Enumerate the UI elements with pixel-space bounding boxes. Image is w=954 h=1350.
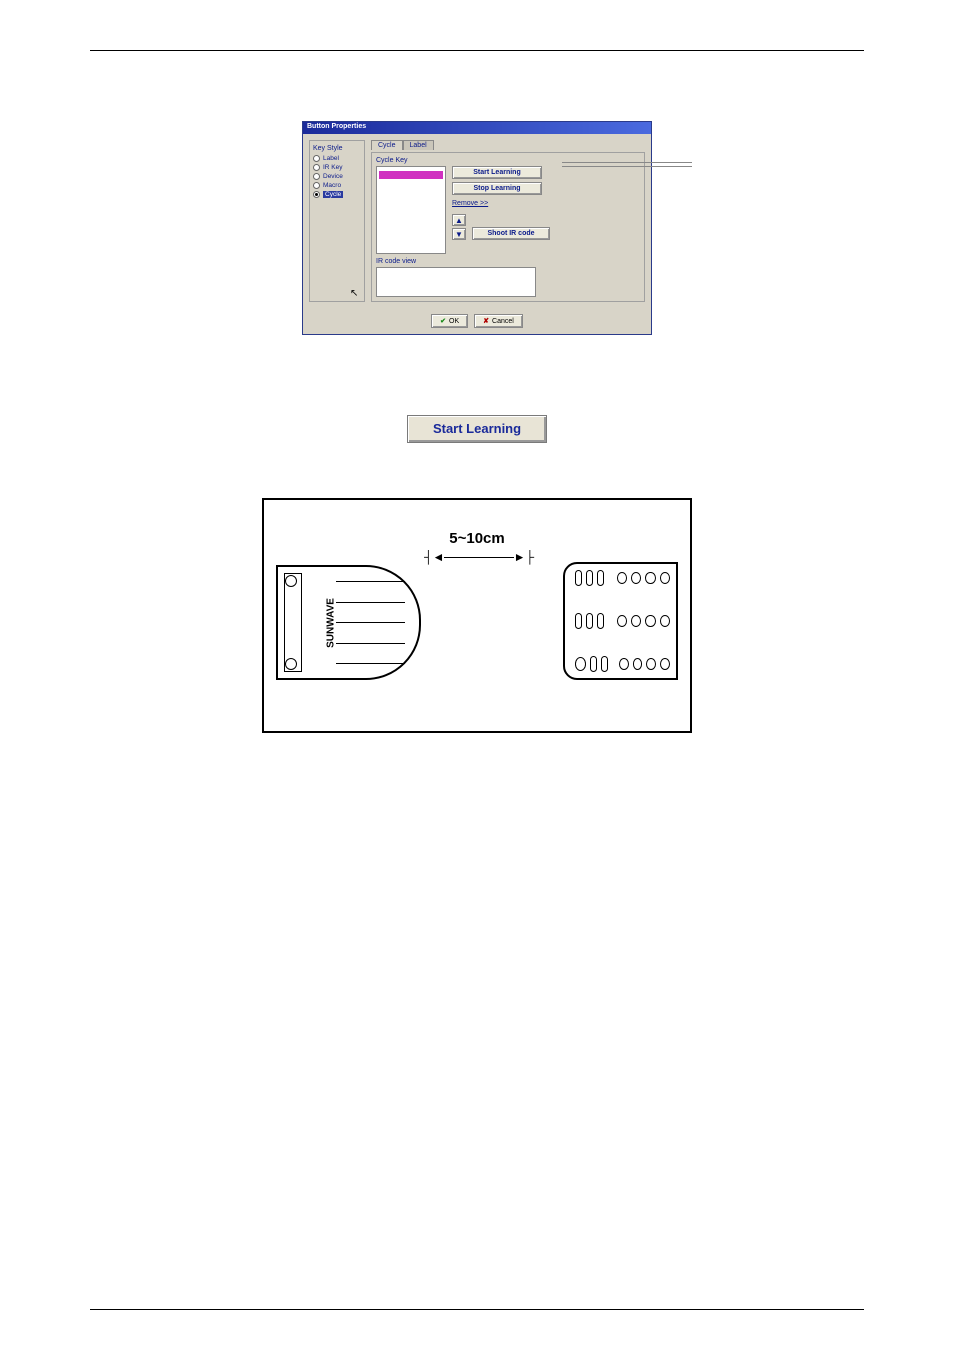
smart-remote: SUNWAVE bbox=[276, 565, 421, 680]
start-learning-button[interactable]: Start Learning bbox=[452, 166, 542, 179]
button-properties-dialog: Button Properties Key Style Label IR Key… bbox=[302, 121, 652, 335]
start-learning-standalone[interactable]: Start Learning bbox=[407, 415, 547, 443]
ok-button[interactable]: ✔OK bbox=[431, 314, 468, 328]
radio-device[interactable]: Device bbox=[313, 173, 361, 180]
key-style-label: Key Style bbox=[313, 145, 361, 152]
move-up-button[interactable]: ▲ bbox=[452, 214, 466, 226]
callout-line bbox=[562, 162, 692, 163]
radio-label[interactable]: Label bbox=[313, 155, 361, 162]
cancel-button[interactable]: ✘Cancel bbox=[474, 314, 523, 328]
remove-link[interactable]: Remove >> bbox=[452, 200, 550, 207]
distance-arrows: ┤◄►├ bbox=[424, 552, 534, 562]
ir-learning-diagram: 5~10cm ┤◄►├ SUNWAVE bbox=[262, 498, 692, 733]
stop-learning-button[interactable]: Stop Learning bbox=[452, 182, 542, 195]
callout-line bbox=[562, 166, 692, 167]
list-selection bbox=[379, 171, 443, 179]
radio-cycle[interactable]: Cycle bbox=[313, 191, 361, 198]
dialog-titlebar: Button Properties bbox=[303, 122, 651, 134]
radio-macro[interactable]: Macro bbox=[313, 182, 361, 189]
distance-label: 5~10cm bbox=[264, 530, 690, 547]
ir-code-view-label: IR code view bbox=[376, 258, 640, 265]
cycle-key-list[interactable] bbox=[376, 166, 446, 254]
move-down-button[interactable]: ▼ bbox=[452, 228, 466, 240]
key-style-group: Key Style Label IR Key Device Macro Cycl… bbox=[309, 140, 365, 302]
tab-label[interactable]: Label bbox=[403, 140, 434, 150]
ir-code-view-box bbox=[376, 267, 536, 297]
cursor-icon: ↖ bbox=[350, 288, 358, 299]
shoot-ir-button[interactable]: Shoot IR code bbox=[472, 227, 550, 240]
radio-ir-key[interactable]: IR Key bbox=[313, 164, 361, 171]
original-remote bbox=[563, 562, 678, 680]
tab-cycle[interactable]: Cycle bbox=[371, 140, 403, 150]
